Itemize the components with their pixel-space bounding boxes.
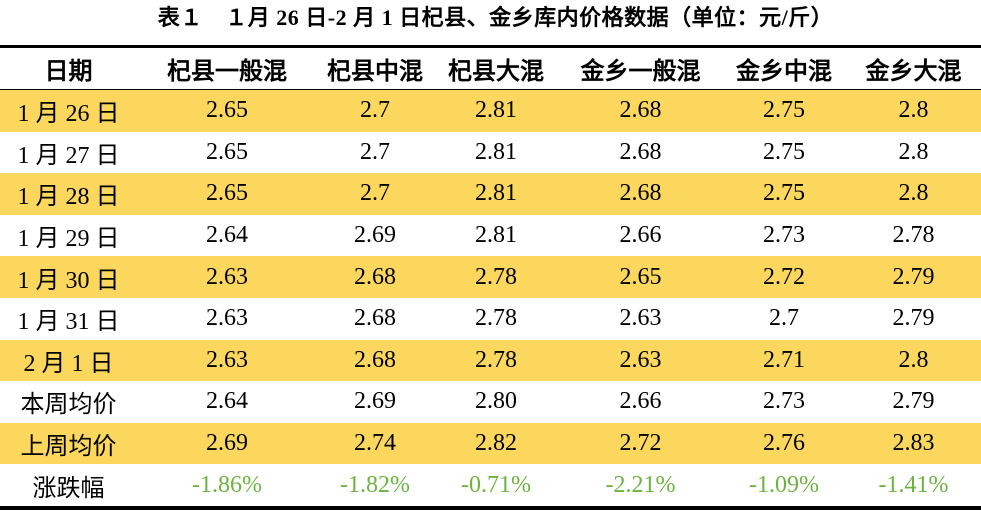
price-cell: 2.79 [892,388,935,415]
change-cell: -1.09% [749,471,819,498]
header-qixian-medium: 杞县中混 [317,48,433,90]
price-cell: 2.63 [559,339,722,382]
row-label: 1 月 30 日 [0,256,137,298]
header-qixian-large: 杞县大混 [433,48,559,90]
price-cell: 2.7 [317,173,433,215]
price-cell: 2.81 [475,222,517,249]
bottom-rule [0,505,981,510]
price-cell: 2.63 [137,339,317,382]
price-table: 日期 杞县一般混 杞县中混 杞县大混 金乡一般混 金乡中混 金乡大混 1 月 2… [0,48,981,506]
table-row: 上周均价 2.69 2.74 2.82 2.72 2.76 2.83 [0,422,981,465]
table-row: 本周均价 2.64 2.69 2.80 2.66 2.73 2.79 [0,381,981,423]
price-cell: 2.64 [206,388,248,415]
row-label: 1 月 28 日 [0,173,137,215]
header-jinxiang-large: 金乡大混 [846,48,981,90]
price-cell: 2.72 [722,256,846,298]
table-row: 1 月 27 日 2.65 2.7 2.81 2.68 2.75 2.8 [0,132,981,174]
price-cell: 2.81 [475,138,517,165]
price-cell: 2.65 [206,138,248,165]
change-cell: -2.21% [605,471,676,498]
price-cell: 2.63 [619,305,662,332]
table-title: 表１ １月 26 日-2 月 1 日杞县、金乡库内价格数据（单位：元/斤） [157,5,834,30]
table-row: 1 月 31 日 2.63 2.68 2.78 2.63 2.7 2.79 [0,298,981,340]
header-date: 日期 [0,48,137,90]
price-cell: 2.8 [898,138,929,165]
price-cell: 2.75 [722,89,846,132]
price-cell: 2.63 [137,256,317,298]
change-cell: -1.82% [340,471,410,498]
price-cell: 2.79 [846,256,981,298]
change-cell: -0.71% [461,471,531,498]
row-label: 本周均价 [20,392,117,419]
price-cell: 2.68 [619,138,662,165]
row-label: 上周均价 [0,422,137,465]
table-row: 2 月 1 日 2.63 2.68 2.78 2.63 2.71 2.8 [0,339,981,382]
table-row: 1 月 26 日 2.65 2.7 2.81 2.68 2.75 2.8 [0,89,981,132]
price-cell: 2.73 [763,388,805,415]
price-cell: 2.8 [846,89,981,132]
price-cell: 2.8 [846,339,981,382]
price-cell: 2.79 [892,305,935,332]
price-cell: 2.81 [433,173,559,215]
header-jinxiang-general: 金乡一般混 [559,48,722,90]
price-cell: 2.83 [846,422,981,465]
price-cell: 2.68 [354,305,396,332]
price-cell: 2.65 [137,173,317,215]
price-cell: 2.72 [559,422,722,465]
price-cell: 2.68 [559,173,722,215]
price-cell: 2.69 [354,388,396,415]
price-cell: 2.64 [206,222,248,249]
price-cell: 2.7 [317,89,433,132]
price-cell: 2.82 [433,422,559,465]
price-cell: 2.71 [722,339,846,382]
price-cell: 2.80 [475,388,517,415]
row-label: 1 月 27 日 [17,142,120,169]
change-cell: -1.86% [192,471,262,498]
row-label: 2 月 1 日 [0,339,137,382]
header-row: 日期 杞县一般混 杞县中混 杞县大混 金乡一般混 金乡中混 金乡大混 [0,48,981,90]
price-cell: 2.68 [559,89,722,132]
row-label: 涨跌幅 [32,475,105,502]
price-cell: 2.78 [475,305,517,332]
price-cell: 2.7 [769,305,799,332]
price-cell: 2.65 [559,256,722,298]
price-cell: 2.76 [722,422,846,465]
price-cell: 2.68 [317,256,433,298]
table-row: 涨跌幅 -1.86% -1.82% -0.71% -2.21% -1.09% -1.41% [0,464,981,506]
price-cell: 2.73 [763,222,805,249]
header-qixian-general: 杞县一般混 [137,48,317,90]
table-row: 1 月 28 日 2.65 2.7 2.81 2.68 2.75 2.8 [0,173,981,215]
price-cell: 2.78 [892,222,935,249]
row-label: 1 月 31 日 [17,309,120,336]
price-cell: 2.69 [137,422,317,465]
price-cell: 2.69 [354,222,396,249]
price-cell: 2.81 [433,89,559,132]
price-cell: 2.74 [317,422,433,465]
change-cell: -1.41% [878,471,949,498]
row-label: 1 月 26 日 [0,89,137,132]
price-cell: 2.78 [433,339,559,382]
price-cell: 2.63 [206,305,248,332]
price-cell: 2.66 [619,222,662,249]
table-row: 1 月 30 日 2.63 2.68 2.78 2.65 2.72 2.79 [0,256,981,298]
table-row: 1 月 29 日 2.64 2.69 2.81 2.66 2.73 2.78 [0,215,981,257]
price-cell: 2.75 [763,138,805,165]
price-cell: 2.7 [360,138,390,165]
header-jinxiang-medium: 金乡中混 [722,48,846,90]
price-cell: 2.65 [137,89,317,132]
top-rule [0,45,981,48]
price-cell: 2.66 [619,388,662,415]
price-cell: 2.8 [846,173,981,215]
price-cell: 2.68 [317,339,433,382]
price-cell: 2.75 [722,173,846,215]
price-cell: 2.78 [433,256,559,298]
row-label: 1 月 29 日 [17,226,120,253]
